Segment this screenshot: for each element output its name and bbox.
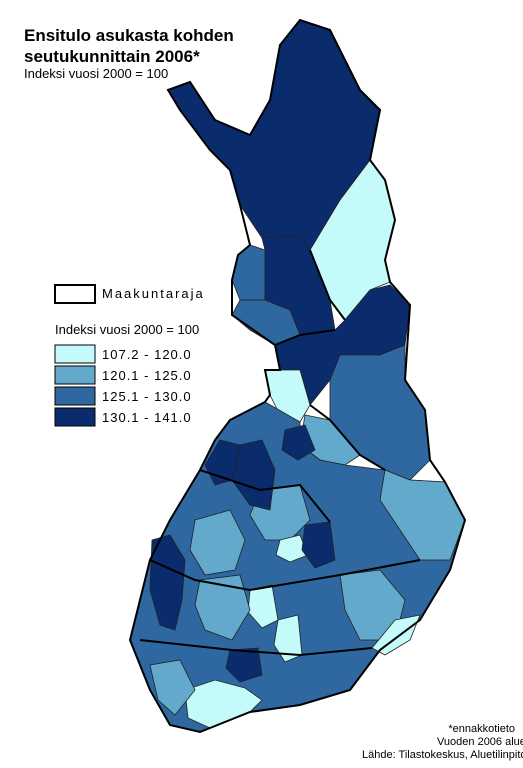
title: seutukunnittain 2006* [24,47,200,66]
country-outline [128,18,467,734]
region [273,614,303,663]
legend-label: Maakuntaraja [102,286,205,301]
region [301,521,336,569]
legend-swatch [54,365,96,385]
note: Vuoden 2006 aluejako [437,736,523,748]
province-border [309,249,346,321]
region [275,534,309,563]
legend-label: 120.1 - 125.0 [102,368,192,383]
note: Lähde: Tilastokeskus, Aluetilinpito [362,749,523,761]
legend-label: 125.1 - 130.0 [102,389,192,404]
legend: 107.2 - 120.0 120.1 - 125.0 125.1 - 130.0 1… [54,344,192,427]
region [379,469,466,561]
province-border [139,639,373,657]
region [281,424,316,461]
region [371,614,421,656]
legend-swatch [54,344,96,364]
legend-swatch [54,407,96,427]
legend-label: 130.1 - 141.0 [102,410,192,425]
legend-swatch [54,386,96,406]
legend-label: 107.2 - 120.0 [102,347,192,362]
region [149,534,186,631]
region [149,659,196,716]
subtitle: Indeksi vuosi 2000 = 100 [24,66,168,81]
province-border [199,469,331,523]
border-swatch [54,284,96,304]
region [189,509,246,576]
note: *ennakkotieto [448,723,515,735]
province-border [274,329,336,346]
province-border [309,404,386,471]
map [128,18,467,734]
region [194,574,251,641]
region [225,647,263,683]
region [184,679,263,729]
legend-title: Indeksi vuosi 2000 = 100 [55,322,199,337]
province-border [149,559,421,592]
title: Ensitulo asukasta kohden [24,26,234,45]
